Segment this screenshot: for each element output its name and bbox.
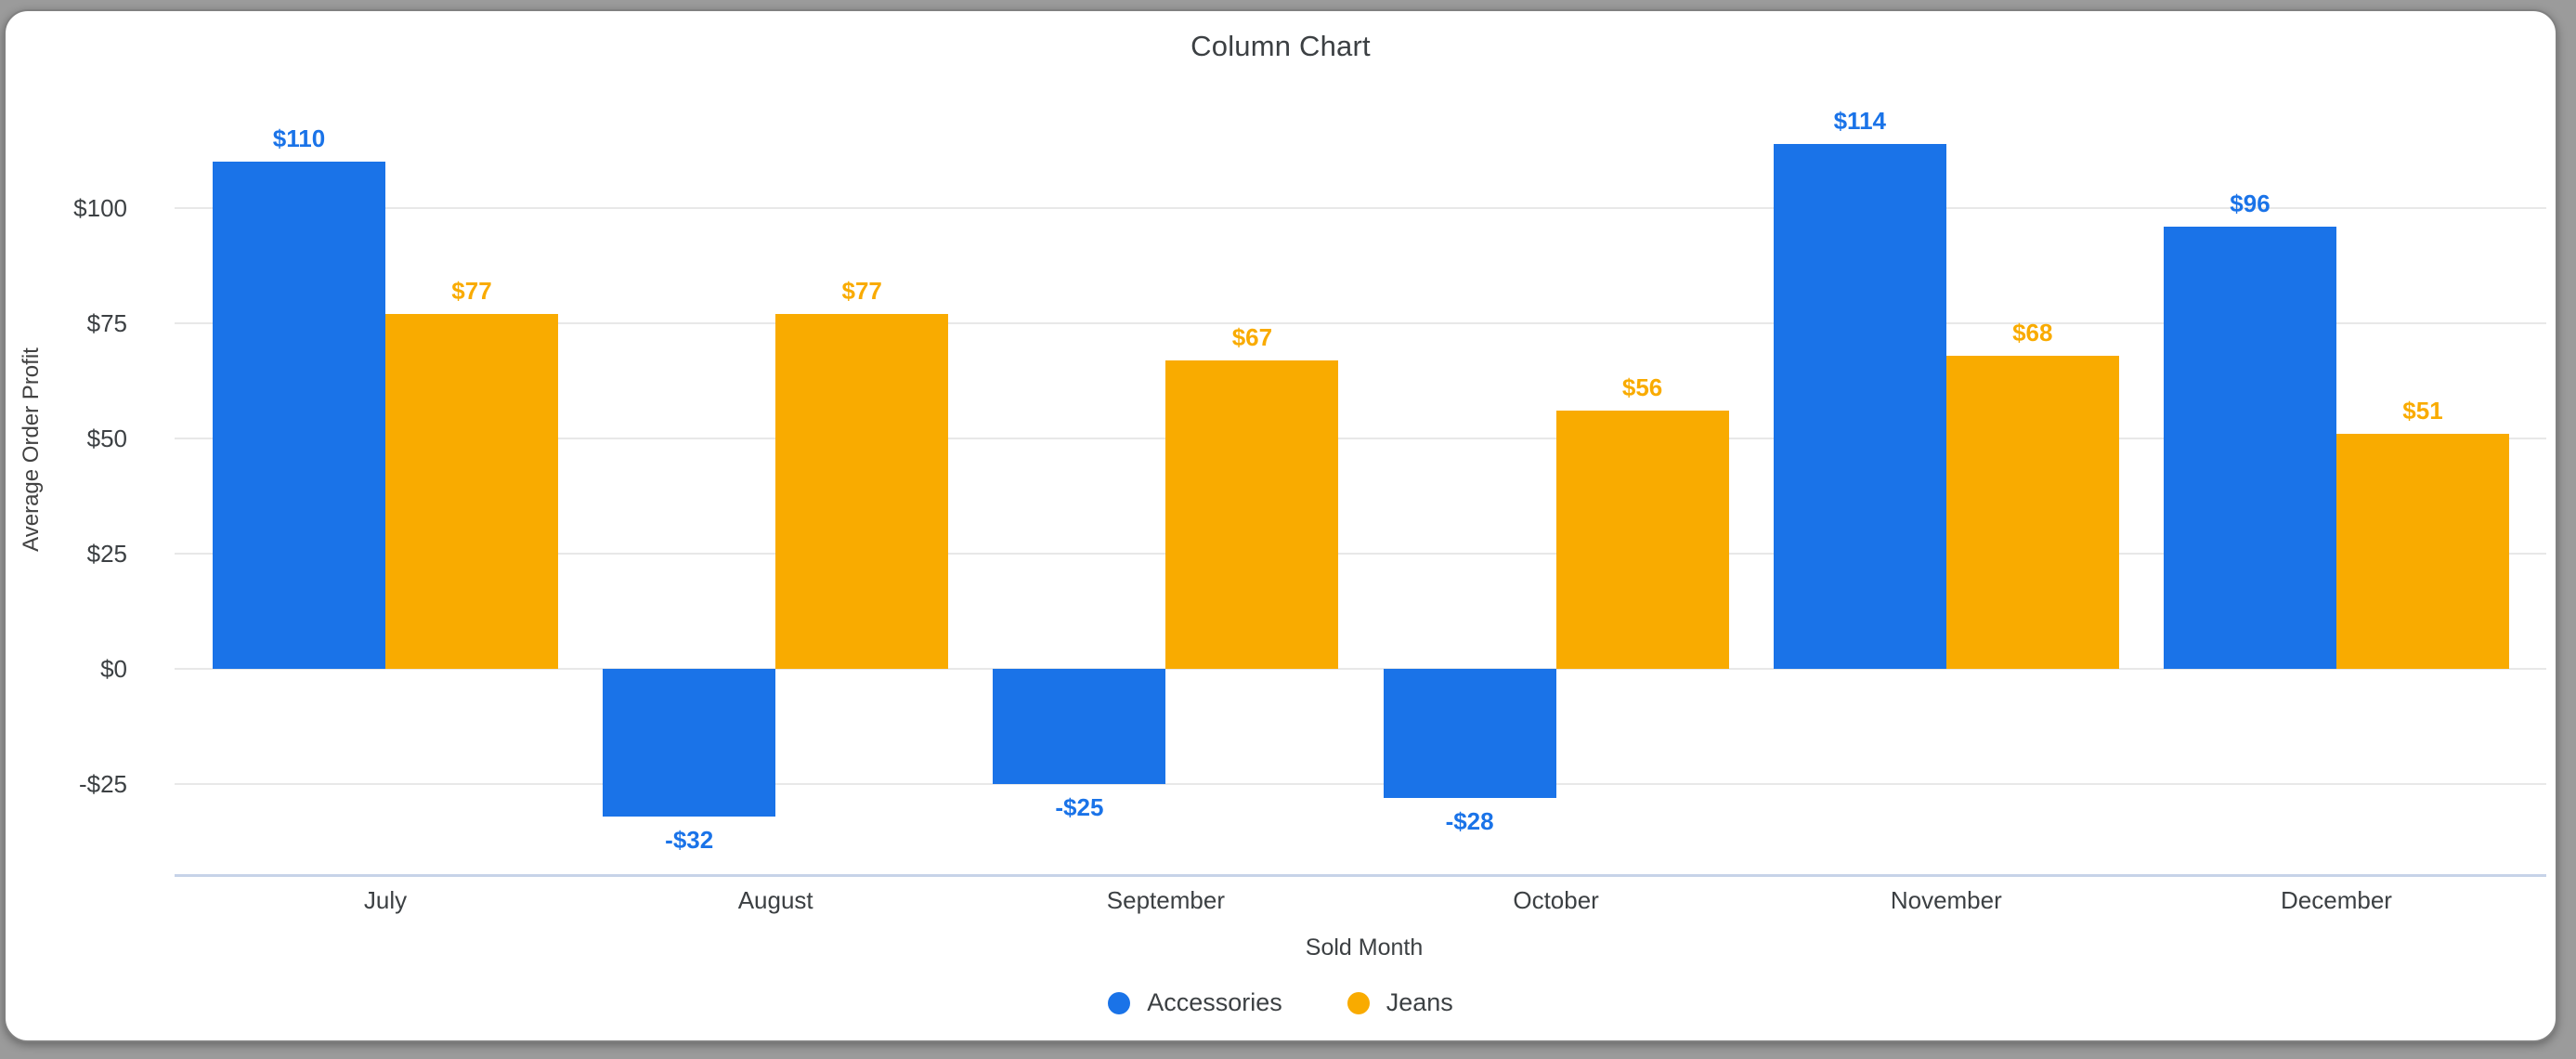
bar-accessories-november[interactable] bbox=[1773, 143, 1946, 669]
x-tick-label-september: September bbox=[1106, 886, 1225, 914]
y-tick-label: $0 bbox=[100, 655, 127, 683]
gridline-25 bbox=[175, 553, 2546, 555]
y-tick-label: $75 bbox=[86, 309, 127, 337]
bar-value-label: $77 bbox=[841, 277, 882, 306]
bar-accessories-july[interactable] bbox=[213, 162, 385, 669]
gridline--25 bbox=[175, 783, 2546, 785]
legend-label: Accessories bbox=[1147, 988, 1282, 1016]
y-tick-label: -$25 bbox=[78, 770, 127, 798]
x-tick-label-august: August bbox=[737, 886, 813, 914]
gridline-75 bbox=[175, 322, 2546, 324]
bar-jeans-november[interactable] bbox=[1945, 355, 2119, 669]
bar-value-label: -$28 bbox=[1445, 806, 1494, 835]
gridline-50 bbox=[175, 438, 2546, 439]
bar-jeans-september[interactable] bbox=[1165, 360, 1339, 669]
bar-jeans-december[interactable] bbox=[2336, 434, 2509, 669]
legend-item-jeans[interactable]: Jeans bbox=[1347, 988, 1453, 1017]
bar-jeans-july[interactable] bbox=[385, 314, 558, 669]
bar-accessories-august[interactable] bbox=[603, 669, 776, 817]
x-tick-label-july: July bbox=[363, 886, 408, 914]
bar-value-label: $114 bbox=[1833, 106, 1886, 135]
legend-item-accessories[interactable]: Accessories bbox=[1108, 988, 1282, 1017]
legend-swatch-icon bbox=[1347, 991, 1370, 1014]
chart-card: Column Chart Average Order Profit Sold M… bbox=[4, 9, 2557, 1042]
x-tick-label-november: November bbox=[1890, 886, 2002, 914]
x-tick-label-october: October bbox=[1513, 886, 1599, 914]
bar-value-label: $56 bbox=[1621, 373, 1663, 402]
bar-accessories-december[interactable] bbox=[2164, 226, 2336, 669]
bar-value-label: $68 bbox=[2012, 318, 2053, 346]
bar-value-label: $77 bbox=[451, 277, 492, 306]
x-tick-label-december: December bbox=[2281, 886, 2392, 914]
x-axis-line bbox=[175, 874, 2546, 877]
gridline-100 bbox=[175, 207, 2546, 209]
bar-accessories-october[interactable] bbox=[1383, 669, 1556, 798]
bar-jeans-august[interactable] bbox=[775, 314, 949, 669]
y-tick-label: $25 bbox=[86, 540, 127, 568]
chart-title: Column Chart bbox=[1190, 30, 1371, 62]
bar-jeans-october[interactable] bbox=[1555, 411, 1729, 669]
gridline-0 bbox=[175, 668, 2546, 670]
bar-value-label: $67 bbox=[1231, 322, 1273, 351]
bar-value-label: -$25 bbox=[1055, 793, 1104, 821]
legend: Accessories Jeans bbox=[6, 988, 2556, 1017]
bar-value-label: $96 bbox=[2230, 189, 2270, 217]
legend-swatch-icon bbox=[1108, 991, 1131, 1014]
y-tick-label: $100 bbox=[73, 194, 127, 222]
bar-value-label: -$32 bbox=[665, 825, 714, 854]
legend-label: Jeans bbox=[1386, 988, 1453, 1016]
x-axis-title: Sold Month bbox=[1305, 935, 1424, 961]
bar-value-label: $110 bbox=[272, 124, 326, 153]
y-tick-label: $50 bbox=[86, 425, 127, 452]
bar-accessories-september[interactable] bbox=[993, 669, 1166, 784]
bar-value-label: $51 bbox=[2402, 397, 2443, 425]
